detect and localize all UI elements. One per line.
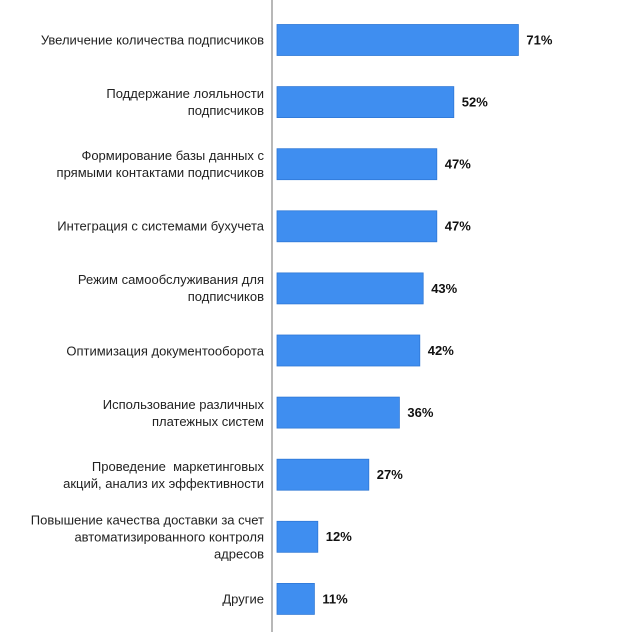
category-label: Проведение маркетинговых акций, анализ и… bbox=[63, 458, 264, 491]
value-label: 11% bbox=[322, 591, 348, 606]
value-label: 47% bbox=[445, 157, 471, 172]
bar bbox=[276, 334, 421, 367]
bar bbox=[276, 86, 455, 118]
category-label: Формирование базы данных с прямыми конта… bbox=[56, 148, 264, 181]
category-label: Поддержание лояльности подписчиков bbox=[106, 86, 264, 119]
category-label: Оптимизация документооборота bbox=[66, 343, 264, 358]
category-label: Повышение качества доставки за счет авто… bbox=[30, 512, 264, 562]
value-label: 42% bbox=[428, 343, 454, 358]
category-label: Другие bbox=[222, 591, 264, 607]
bar bbox=[276, 583, 315, 615]
bar bbox=[276, 272, 424, 305]
category-label: Использование различных платежных систем bbox=[102, 396, 264, 429]
value-label: 36% bbox=[407, 405, 433, 420]
category-label: Интеграция с системами бухучета bbox=[57, 218, 264, 234]
value-label: 71% bbox=[526, 32, 552, 47]
value-label: 52% bbox=[462, 95, 488, 110]
bar bbox=[276, 520, 319, 553]
value-label: 12% bbox=[326, 529, 352, 544]
value-label: 27% bbox=[377, 467, 403, 482]
value-label: 47% bbox=[445, 219, 471, 234]
bar bbox=[276, 24, 519, 56]
bar bbox=[276, 210, 438, 243]
value-label: 43% bbox=[431, 281, 457, 296]
category-label: Увеличение количества подписчиков bbox=[40, 32, 264, 48]
bar bbox=[276, 458, 370, 491]
bar bbox=[276, 396, 400, 429]
category-label: Режим самообслуживания для подписчиков bbox=[77, 272, 264, 305]
bar bbox=[276, 148, 438, 181]
